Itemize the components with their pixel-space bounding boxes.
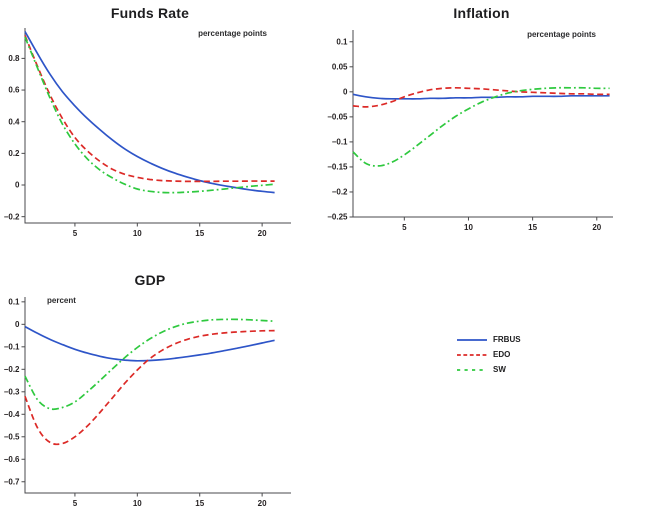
svg-text:5: 5 <box>402 223 407 232</box>
chart-panel-2: −0.7 −0.6 −0.5 −0.4 −0.3 −0.2 −0.1 0 0.1 5 10 15 20 <box>4 297 291 508</box>
svg-text:−0.6: −0.6 <box>4 455 20 464</box>
svg-text:5: 5 <box>73 229 78 238</box>
unit-label-funds-rate: percentage points <box>198 29 267 38</box>
series-sw-chart-1 <box>352 86 610 167</box>
svg-text:−0.4: −0.4 <box>4 410 20 419</box>
legend-item-sw: SW <box>457 362 521 377</box>
legend: FRBUS EDO SW <box>457 332 521 377</box>
svg-text:−0.1: −0.1 <box>332 137 348 146</box>
series-sw-chart-2 <box>24 318 275 411</box>
chart-panel-1: −0.25 −0.2 −0.15 −0.1 −0.05 0 0.05 0.1 5 10 15 20 <box>327 30 613 232</box>
svg-text:0.4: 0.4 <box>8 117 20 126</box>
svg-text:0: 0 <box>343 87 348 96</box>
svg-text:−0.05: −0.05 <box>327 112 348 121</box>
svg-text:0: 0 <box>15 181 20 190</box>
svg-text:20: 20 <box>258 229 267 238</box>
chart-panel-0: −0.2 0 0.2 0.4 0.6 0.8 5 10 15 20 <box>4 28 291 238</box>
svg-text:5: 5 <box>73 499 78 508</box>
svg-text:0.6: 0.6 <box>8 86 20 95</box>
series-frbus-chart-0 <box>24 31 275 194</box>
svg-text:10: 10 <box>133 499 142 508</box>
svg-text:−0.2: −0.2 <box>4 212 20 221</box>
svg-text:10: 10 <box>133 229 142 238</box>
svg-text:−0.7: −0.7 <box>4 477 20 486</box>
svg-text:0.1: 0.1 <box>336 37 348 46</box>
series-frbus-chart-1 <box>352 93 610 100</box>
sw-line-swatch <box>457 368 487 371</box>
svg-text:−0.2: −0.2 <box>4 365 20 374</box>
svg-text:15: 15 <box>195 229 204 238</box>
svg-text:0.2: 0.2 <box>8 149 20 158</box>
svg-text:−0.15: −0.15 <box>327 163 348 172</box>
frbus-line-swatch <box>457 338 487 341</box>
legend-label-edo: EDO <box>493 350 511 359</box>
svg-text:0.1: 0.1 <box>8 297 20 306</box>
series-edo-chart-1 <box>352 86 610 108</box>
svg-text:0.05: 0.05 <box>332 62 348 71</box>
unit-label-inflation: percentage points <box>527 30 596 39</box>
legend-item-frbus: FRBUS <box>457 332 521 347</box>
legend-label-sw: SW <box>493 365 506 374</box>
legend-label-frbus: FRBUS <box>493 335 521 344</box>
legend-item-edo: EDO <box>457 347 521 362</box>
svg-text:20: 20 <box>258 499 267 508</box>
svg-text:0.8: 0.8 <box>8 54 20 63</box>
svg-text:−0.2: −0.2 <box>332 188 348 197</box>
chart-title-inflation: Inflation <box>453 5 510 21</box>
svg-text:15: 15 <box>528 223 537 232</box>
svg-text:−0.3: −0.3 <box>4 387 20 396</box>
svg-text:−0.5: −0.5 <box>4 432 20 441</box>
svg-text:20: 20 <box>592 223 601 232</box>
series-frbus-chart-2 <box>24 325 275 362</box>
unit-label-gdp: percent <box>47 296 76 305</box>
edo-line-swatch <box>457 353 487 356</box>
svg-text:15: 15 <box>195 499 204 508</box>
series-edo-chart-0 <box>24 35 275 183</box>
svg-text:10: 10 <box>464 223 473 232</box>
chart-title-funds-rate: Funds Rate <box>110 5 190 21</box>
svg-text:0: 0 <box>15 320 20 329</box>
chart-title-gdp: GDP <box>134 272 166 288</box>
svg-text:−0.25: −0.25 <box>327 213 348 222</box>
svg-text:−0.1: −0.1 <box>4 342 20 351</box>
series-sw-chart-0 <box>24 36 275 194</box>
series-edo-chart-2 <box>24 329 275 446</box>
